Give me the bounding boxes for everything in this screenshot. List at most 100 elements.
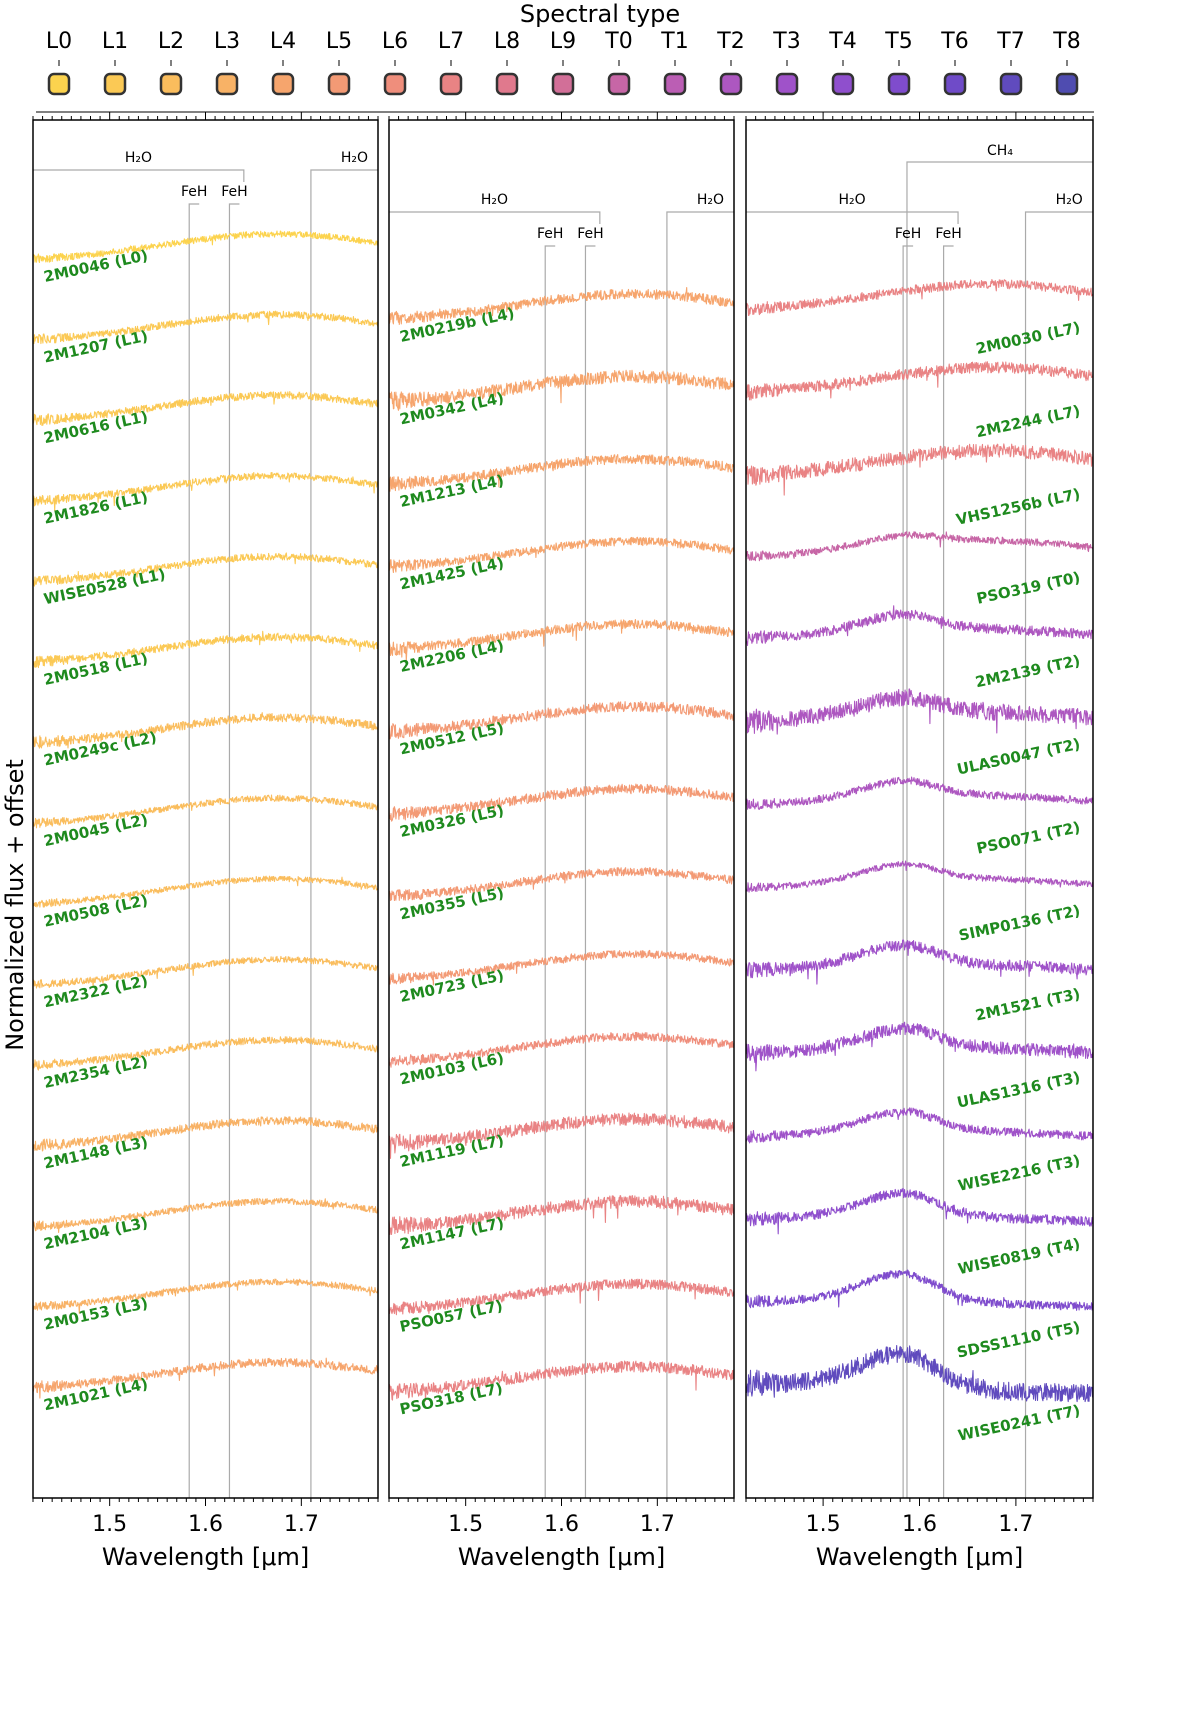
object-label: PSO319 (T0) [975, 568, 1082, 608]
spectral-type-colorbar: L0 L1 L2 L3 L4 L5 L6 L7 L8 L9 T0 T1 T2 T3 T4 T5 T6 T7 T8 [36, 29, 1094, 113]
object-label: PSO071 (T2) [975, 818, 1082, 858]
colorbar-swatch-T0 [607, 72, 631, 96]
water-band-bracket [33, 169, 245, 182]
spectrum-trace [33, 391, 378, 426]
spectrum-trace [33, 1357, 378, 1399]
spectra [33, 230, 378, 1399]
colorbar-title: Spectral type [520, 0, 680, 28]
methane-band-label: CH₄ [987, 143, 1013, 159]
spectrum-trace [746, 1187, 1093, 1235]
y-axis-label: Normalized flux + offset [1, 759, 29, 1051]
colorbar-label-L3: L3 [214, 29, 240, 54]
feh-label: FeH [895, 226, 921, 242]
colorbar-swatch-L7 [439, 72, 463, 96]
feh-line [902, 245, 914, 1498]
colorbar-label-L1: L1 [102, 29, 128, 54]
x-axis: 1.5 1.6 1.7 Wavelength [μm] [32, 112, 379, 1571]
object-label: SDSS1110 (T5) [955, 1318, 1082, 1362]
water-band-bracket [1024, 211, 1093, 1498]
spectrum-trace [746, 531, 1093, 562]
methane-band-bracket [906, 161, 1093, 1498]
spectrum-trace [33, 310, 378, 345]
colorbar-label-L6: L6 [382, 29, 408, 54]
object-label: ULAS0047 (T2) [955, 735, 1082, 779]
colorbar-swatch-L8 [495, 72, 519, 96]
x-tick-label: 1.7 [284, 1512, 319, 1537]
spectrum-trace [389, 618, 734, 662]
object-label: 2M0030 (L7) [974, 318, 1081, 358]
spectrum-trace [389, 1195, 734, 1236]
water-band-label: H₂O [838, 192, 865, 208]
spectrum-trace [33, 630, 378, 669]
colorbar-label-L4: L4 [270, 29, 296, 54]
x-tick-label: 1.7 [998, 1512, 1033, 1537]
colorbar-swatch-T5 [887, 72, 911, 96]
colorbar-swatch-L6 [383, 72, 407, 96]
colorbar-label-T3: T3 [772, 29, 800, 54]
spectrum-trace [389, 369, 734, 411]
colorbar-swatch-T6 [943, 72, 967, 96]
feh-label: FeH [221, 184, 247, 200]
colorbar-label-T6: T6 [940, 29, 968, 54]
colorbar-label-T2: T2 [716, 29, 744, 54]
spectrum-trace [389, 700, 734, 740]
colorbar-label-L9: L9 [550, 29, 576, 54]
feh-line [188, 203, 200, 1498]
x-axis-label: Wavelength [μm] [458, 1543, 665, 1571]
spectrum-trace [389, 536, 734, 574]
spectrum-trace [746, 860, 1093, 893]
object-label: WISE0819 (T4) [956, 1235, 1082, 1278]
spectrum-trace [33, 471, 378, 512]
colorbar-swatch-T2 [719, 72, 743, 96]
spectrum-trace [389, 1278, 734, 1316]
spectrum-trace [746, 361, 1093, 401]
colorbar-swatch-L1 [103, 72, 127, 96]
water-band-bracket [389, 211, 601, 224]
colorbar-swatch-T7 [999, 72, 1023, 96]
spectra [746, 279, 1093, 1403]
feh-line [544, 245, 556, 1498]
water-band-label: H₂O [481, 192, 508, 208]
panel-frame [32, 119, 379, 1499]
object-label: 2M0103 (L6) [398, 1049, 505, 1089]
water-band-label: H₂O [1056, 192, 1083, 208]
object-labels: 2M0046 (L0)2M1207 (L1)2M0616 (L1)2M1826 … [42, 246, 167, 1414]
feh-label: FeH [181, 184, 207, 200]
object-label: 2M2244 (L7) [974, 402, 1081, 442]
object-labels: 2M0219b (L4)2M0342 (L4)2M1213 (L4)2M1425… [398, 304, 516, 1418]
colorbar-swatch-L4 [271, 72, 295, 96]
spectrum-trace [33, 1116, 378, 1152]
spectrum-trace [33, 712, 378, 749]
colorbar-label-T1: T1 [660, 29, 688, 54]
spectrum-trace [389, 949, 734, 986]
colorbar-label-L7: L7 [438, 29, 464, 54]
object-label: 2M2139 (T2) [974, 652, 1082, 692]
spectrum-trace [33, 552, 378, 587]
object-label: SIMP0136 (T2) [957, 901, 1082, 944]
x-tick-label: 1.6 [544, 1512, 579, 1537]
colorbar-label-T8: T8 [1052, 29, 1080, 54]
spectrum-trace [33, 1036, 378, 1071]
spectrum-trace [746, 443, 1093, 496]
colorbar-swatch-L5 [327, 72, 351, 96]
spectrum-trace [33, 955, 378, 989]
x-tick-label: 1.5 [448, 1512, 483, 1537]
x-tick-label: 1.5 [806, 1512, 841, 1537]
object-label: 2M2104 (L3) [42, 1213, 149, 1253]
spectrum-trace [389, 454, 734, 492]
spectrum-trace [33, 794, 378, 829]
spectrum-trace [389, 867, 734, 902]
spectrum-trace [746, 776, 1093, 810]
object-label: WISE0241 (T7) [956, 1401, 1082, 1444]
spectrum-trace [389, 1031, 734, 1068]
spectrum-trace [746, 605, 1093, 646]
feature-annotations: H₂O H₂O FeH FeH [33, 150, 378, 1498]
colorbar-swatch-L3 [215, 72, 239, 96]
colorbar-label-L5: L5 [326, 29, 352, 54]
feature-annotations: H₂O H₂O CH₄ FeH FeH [746, 143, 1093, 1498]
object-label: 2M0342 (L4) [398, 389, 505, 429]
x-axis: 1.5 1.6 1.7 Wavelength [μm] [388, 112, 735, 1571]
object-label: 2M1521 (T3) [974, 985, 1082, 1025]
water-band-label: H₂O [697, 192, 724, 208]
